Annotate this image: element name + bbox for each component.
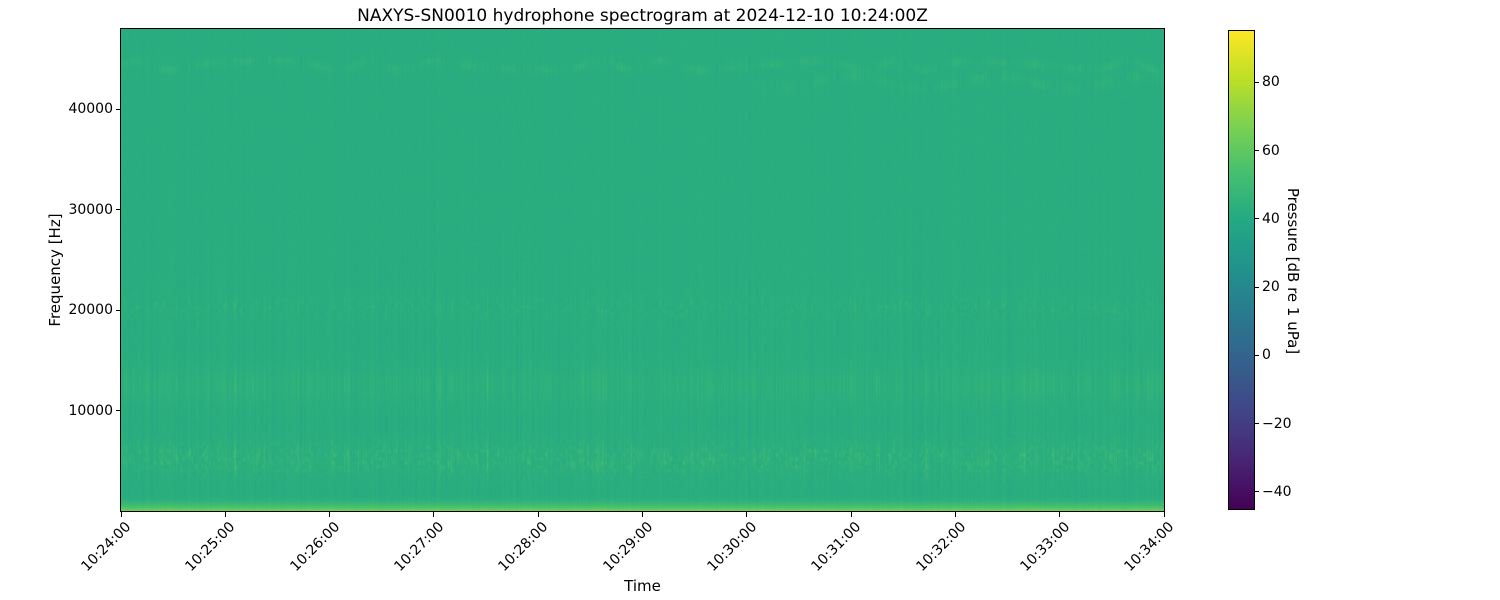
- x-tick-mark: [1163, 512, 1165, 517]
- y-tick-mark: [115, 410, 120, 412]
- colorbar-tick-label: 20: [1262, 279, 1280, 296]
- x-tick-label: 10:27:00: [391, 519, 448, 575]
- x-tick-label: 10:26:00: [287, 519, 343, 575]
- x-tick-label: 10:30:00: [704, 519, 761, 575]
- colorbar-tick-mark: [1254, 150, 1259, 151]
- y-tick-label: 40000: [68, 101, 113, 118]
- x-tick-label: 10:24:00: [78, 519, 135, 575]
- x-tick-mark: [537, 512, 539, 517]
- x-tick-label: 10:29:00: [600, 519, 656, 575]
- x-tick-label: 10:25:00: [182, 519, 239, 575]
- x-tick-mark: [1059, 512, 1061, 517]
- colorbar-tick-label: −40: [1262, 483, 1292, 500]
- x-tick-label: 10:34:00: [1121, 519, 1178, 575]
- x-tick-mark: [850, 512, 852, 517]
- colorbar-tick-label: 0: [1262, 347, 1271, 364]
- x-tick-mark: [954, 512, 956, 517]
- x-tick-label: 10:33:00: [1017, 519, 1074, 575]
- x-tick-mark: [433, 512, 435, 517]
- x-axis-label: Time: [624, 577, 661, 595]
- colorbar: [1228, 30, 1255, 510]
- plot-area: [120, 28, 1165, 512]
- y-tick-label: 10000: [68, 402, 113, 419]
- x-tick-mark: [329, 512, 331, 517]
- x-tick-mark: [746, 512, 748, 517]
- x-tick-label: 10:32:00: [912, 519, 969, 575]
- colorbar-tick-label: 60: [1262, 142, 1280, 159]
- colorbar-tick-mark: [1254, 218, 1259, 220]
- y-tick-label: 20000: [68, 302, 113, 319]
- colorbar-tick-label: −20: [1262, 415, 1292, 432]
- x-tick-mark: [224, 512, 226, 517]
- chart-title: NAXYS-SN0010 hydrophone spectrogram at 2…: [357, 6, 928, 26]
- x-tick-label: 10:31:00: [808, 519, 865, 575]
- colorbar-tick-mark: [1254, 286, 1259, 288]
- y-tick-mark: [115, 209, 120, 211]
- x-tick-label: 10:28:00: [495, 519, 552, 575]
- colorbar-tick-mark: [1254, 491, 1259, 493]
- y-tick-label: 30000: [68, 201, 113, 218]
- x-tick-mark: [642, 512, 643, 517]
- y-tick-mark: [115, 108, 120, 110]
- colorbar-tick-label: 40: [1262, 210, 1280, 227]
- x-tick-mark: [120, 512, 122, 517]
- spectrogram-heatmap: [121, 29, 1164, 511]
- colorbar-tick-label: 80: [1262, 74, 1280, 91]
- colorbar-tick-mark: [1254, 354, 1259, 356]
- colorbar-tick-mark: [1254, 81, 1259, 83]
- y-tick-mark: [115, 309, 120, 311]
- colorbar-tick-mark: [1254, 423, 1259, 425]
- colorbar-label: Pressure [dB re 1 uPa]: [1284, 187, 1302, 355]
